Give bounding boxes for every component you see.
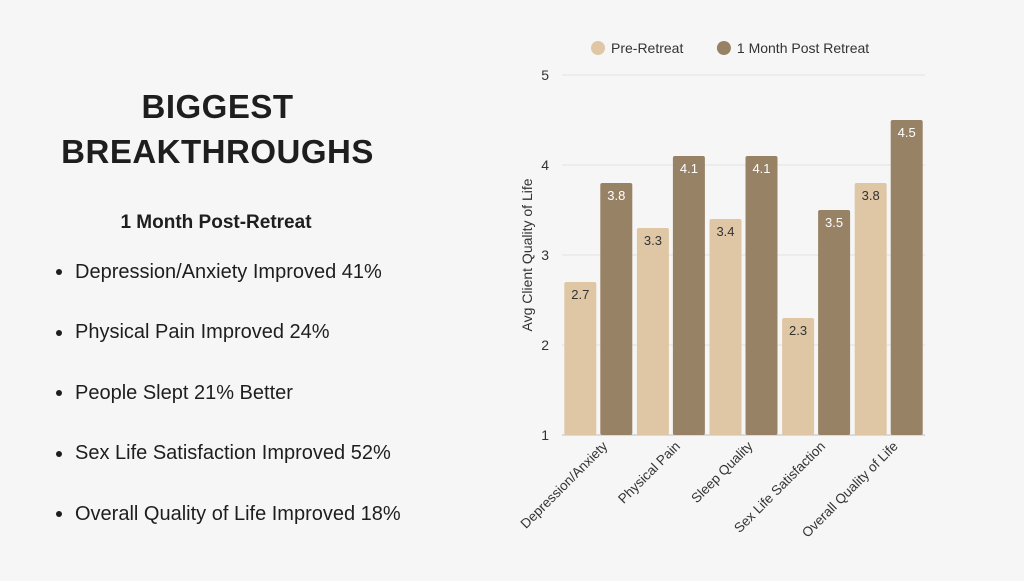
x-tick-label: Sleep Quality — [688, 438, 756, 506]
bullet-dot-icon — [56, 329, 62, 336]
bullet-item: Overall Quality of Life Improved 18% — [56, 499, 456, 529]
bullet-item: Physical Pain Improved 24% — [56, 318, 456, 348]
data-label: 3.8 — [862, 188, 880, 203]
bullet-text: Depression/Anxiety Improved 41% — [75, 260, 382, 283]
data-label: 3.4 — [716, 224, 734, 239]
bar — [636, 228, 669, 435]
data-label: 4.1 — [752, 161, 770, 176]
bar — [709, 219, 742, 435]
bar — [672, 156, 705, 435]
y-tick-label: 5 — [541, 67, 549, 83]
page-title: BIGGEST BREAKTHROUGHS — [40, 84, 395, 174]
bullet-text: Physical Pain Improved 24% — [75, 321, 330, 343]
y-axis-title: Avg Client Quality of Life — [519, 178, 535, 331]
bullet-dot-icon — [56, 390, 62, 396]
bullet-dot-icon — [56, 269, 62, 275]
legend-label: Pre-Retreat — [611, 40, 683, 56]
legend-swatch — [716, 41, 731, 55]
data-label: 3.5 — [825, 215, 843, 230]
data-label: 3.8 — [607, 188, 625, 203]
bar — [818, 210, 851, 435]
title-line-2: BREAKTHROUGHS — [61, 133, 374, 170]
bar — [745, 156, 778, 435]
y-tick-label: 2 — [541, 337, 549, 353]
bullet-dot-icon — [56, 450, 62, 457]
data-label: 2.7 — [571, 287, 589, 302]
chart-container: 1 2 3 4 5 Avg Client Quality of Life Pre-Retre… — [490, 30, 1010, 576]
data-label: 2.3 — [789, 323, 807, 338]
bar — [782, 318, 815, 435]
data-label: 3.3 — [644, 233, 662, 248]
bar — [564, 282, 597, 435]
x-tick-label: Physical Pain — [615, 439, 683, 507]
bullet-text: Sex Life Satisfaction Improved 52% — [75, 442, 391, 464]
bullet-text: Overall Quality of Life Improved 18% — [75, 502, 401, 525]
bullet-item: People Slept 21% Better — [56, 378, 456, 408]
legend-label: 1 Month Post Retreat — [737, 40, 869, 56]
bullet-dot-icon — [56, 511, 62, 517]
y-tick-label: 1 — [541, 427, 549, 443]
bullet-item: Depression/Anxiety Improved 41% — [56, 257, 456, 287]
bar — [890, 120, 923, 435]
bullet-item: Sex Life Satisfaction Improved 52% — [56, 439, 456, 469]
bar — [854, 183, 887, 435]
bullet-text: People Slept 21% Better — [75, 381, 293, 404]
subtitle: 1 Month Post-Retreat — [120, 212, 312, 233]
legend-swatch — [591, 41, 605, 55]
x-tick-label: Depression/Anxiety — [518, 438, 611, 531]
bullet-list: Depression/Anxiety Improved 41% Physical… — [56, 257, 456, 560]
title-line-1: BIGGEST — [141, 88, 294, 125]
data-label: 4.1 — [680, 161, 698, 176]
data-label: 4.5 — [898, 125, 916, 140]
y-tick-label: 3 — [541, 247, 549, 263]
y-tick-label: 4 — [541, 157, 549, 173]
bar — [600, 183, 633, 435]
bar-chart: 1 2 3 4 5 Avg Client Quality of Life Pre-Retre… — [518, 40, 925, 540]
